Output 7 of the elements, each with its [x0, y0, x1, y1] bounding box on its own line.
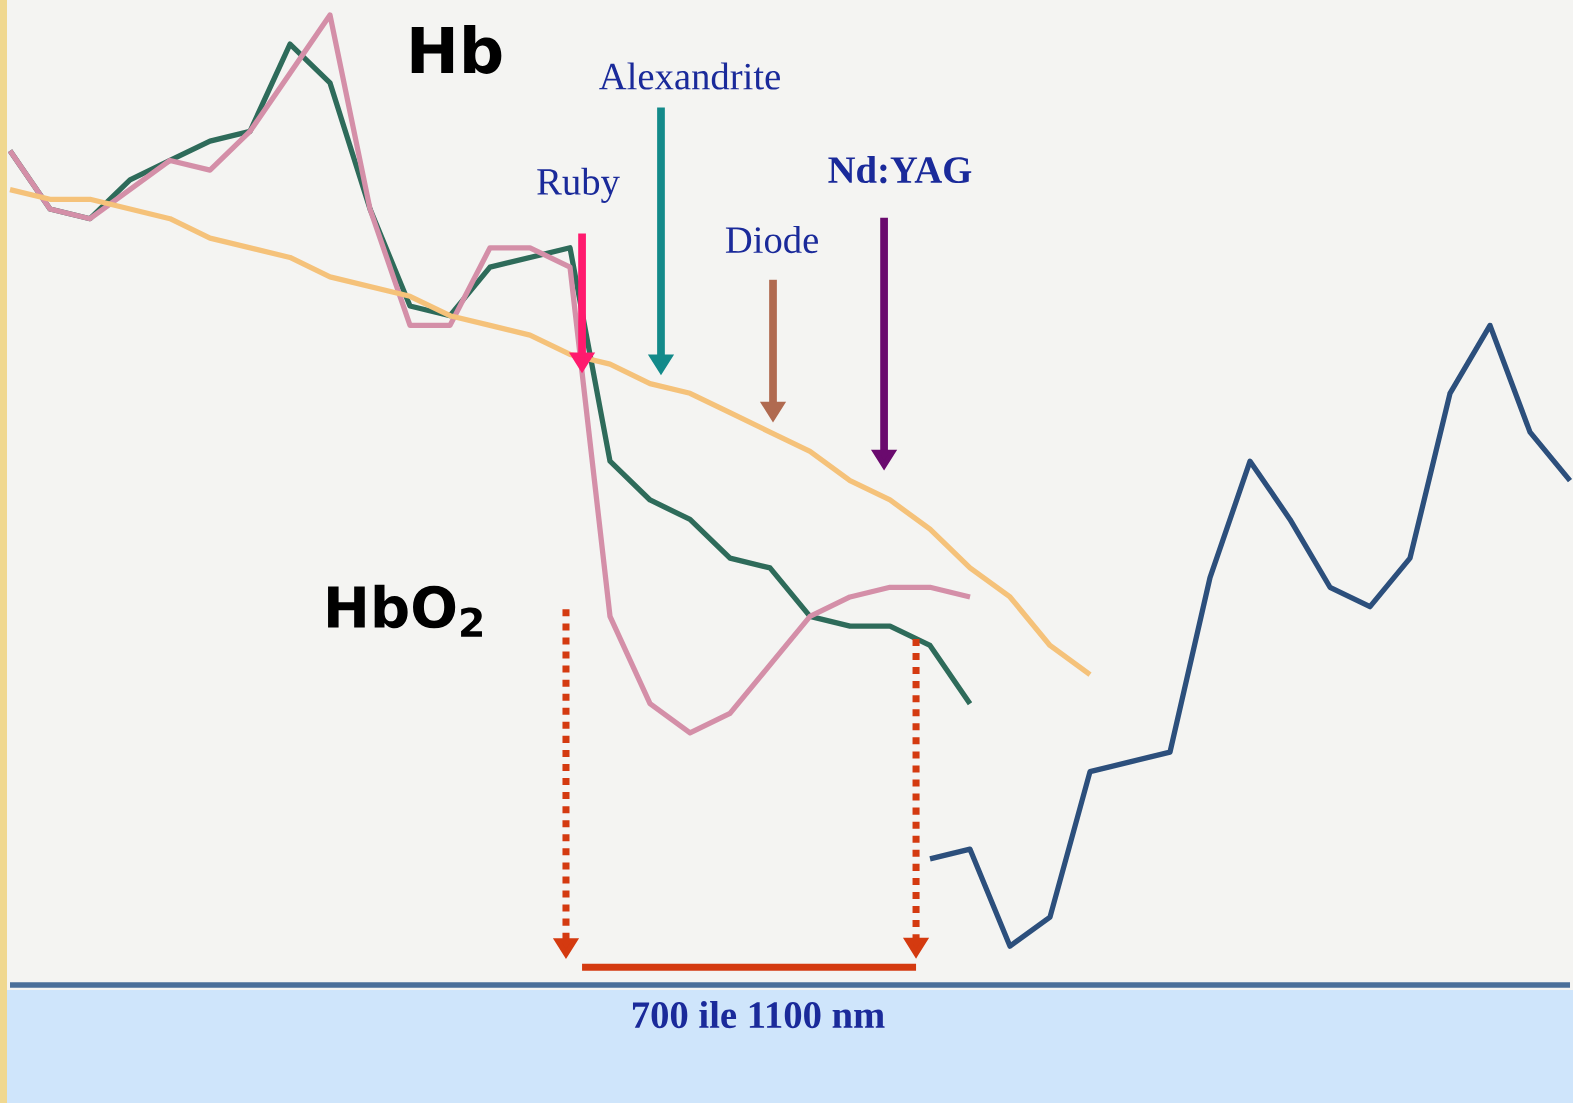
annotation: Nd:YAG [828, 155, 972, 184]
annotation: Diode [725, 225, 818, 254]
annotation: Alexandrite [599, 62, 780, 90]
annotation: Hb [411, 24, 502, 74]
text: 700 ile 1100 nm [632, 1001, 885, 1029]
annotation: HbO$_{2}$ [328, 584, 482, 637]
annotation: Ruby [537, 167, 620, 203]
